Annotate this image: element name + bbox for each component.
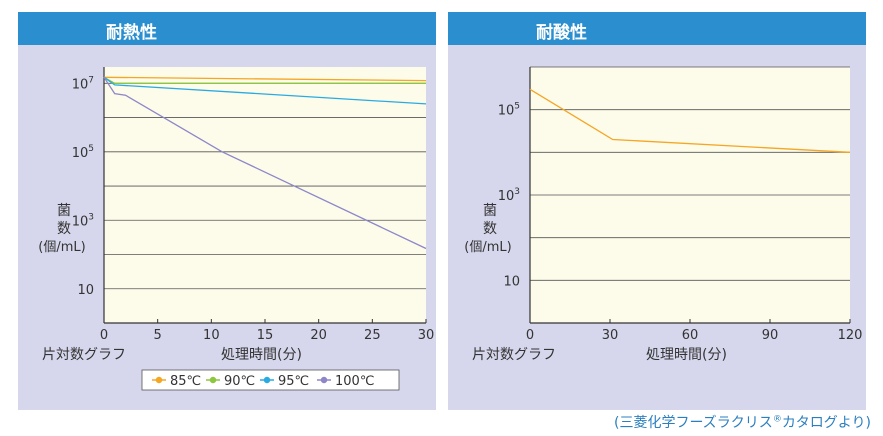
y-axis-label-line1: 菌 <box>483 203 497 219</box>
legend-label: 90℃ <box>224 374 255 389</box>
legend-label: 100℃ <box>335 374 374 389</box>
y-tick-label: 10 <box>503 274 520 289</box>
y-axis-label-line1: 菌 <box>57 203 71 219</box>
heat-resistance-header: 耐熱性 <box>18 12 436 45</box>
legend-label: 85℃ <box>170 374 201 389</box>
x-tick-label: 25 <box>364 328 381 343</box>
heat-resistance-title: 耐熱性 <box>106 23 157 43</box>
y-tick-label: 103 <box>72 212 94 229</box>
x-tick-label: 10 <box>203 328 220 343</box>
x-tick-label: 0 <box>100 328 108 343</box>
y-axis-label-line3: (個/mL) <box>38 240 85 255</box>
x-tick-label: 30 <box>418 328 435 343</box>
acid-resistance-header: 耐酸性 <box>448 12 866 45</box>
x-axis-label: 処理時間(分) <box>646 347 727 363</box>
x-tick-label: 5 <box>154 328 162 343</box>
y-tick-label: 105 <box>72 144 94 161</box>
y-tick-label: 107 <box>72 75 94 92</box>
x-tick-label: 0 <box>526 328 534 343</box>
x-axis-label: 処理時間(分) <box>221 347 302 363</box>
acid-resistance-title: 耐酸性 <box>536 23 587 43</box>
y-tick-label: 105 <box>498 102 520 119</box>
legend-marker <box>263 376 271 384</box>
x-tick-label: 120 <box>838 328 863 343</box>
scale-type-label: 片対数グラフ <box>42 347 126 363</box>
legend-label: 95℃ <box>278 374 309 389</box>
acid-resistance-chart: 0 30 60 90 120 105 103 10 菌数 (個/mL) 片対数グラフ 処理時間(分) <box>464 66 863 363</box>
y-tick-label: 103 <box>498 187 520 204</box>
series-line-1 <box>103 76 427 82</box>
acid-resistance-panel: 耐酸性 0 30 60 90 120 105 103 10 菌数 (個/mL) 片対数グラフ 処理時間… <box>448 12 866 410</box>
y-axis-label-line3: (個/mL) <box>464 240 511 255</box>
scale-type-label: 片対数グラフ <box>472 347 556 363</box>
source-caption: (三菱化学フーズラクリス®カタログより) <box>614 412 871 432</box>
plot-area <box>104 67 426 323</box>
heat-resistance-chart: 0 5 10 15 20 25 30 107 105 103 10 菌数 (個/mL) 片対数グラフ 処理時… <box>38 67 435 391</box>
x-tick-label: 90 <box>762 328 779 343</box>
x-tick-label: 30 <box>602 328 619 343</box>
x-tick-label: 60 <box>682 328 699 343</box>
registered-mark: ® <box>772 414 782 425</box>
legend-marker <box>209 376 217 384</box>
heat-resistance-panel: 耐熱性 0 5 10 15 20 25 30 107 105 103 10 菌数 (個/mL) 片対数グラ… <box>18 12 436 410</box>
x-tick-label: 20 <box>310 328 327 343</box>
y-tick-label: 10 <box>77 283 94 298</box>
source-suffix: カタログより) <box>781 415 871 431</box>
y-axis-label-line2: 数 <box>57 221 71 237</box>
series-line-4 <box>103 76 427 250</box>
legend-marker <box>155 376 163 384</box>
series-line-3 <box>103 76 427 105</box>
y-axis-label-line2: 数 <box>483 221 497 237</box>
source-text: (三菱化学フーズラクリス <box>614 415 773 431</box>
series-line-1 <box>529 88 851 153</box>
legend-marker <box>320 376 328 384</box>
x-tick-label: 15 <box>257 328 274 343</box>
